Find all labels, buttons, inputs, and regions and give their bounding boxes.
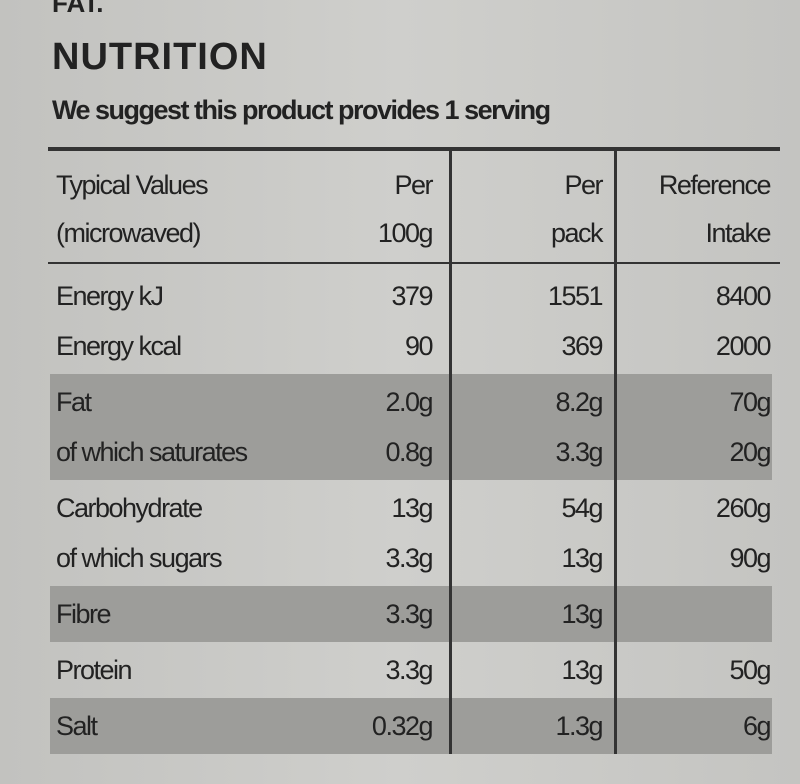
value-cell: 1551 bbox=[547, 281, 604, 311]
value-cell: Per bbox=[564, 170, 603, 200]
label-cell: Energy kJ bbox=[56, 281, 164, 311]
title: NUTRITION bbox=[52, 36, 268, 78]
value-cell: 6g bbox=[742, 711, 772, 741]
value-cell: 369 bbox=[561, 331, 603, 361]
label-cell: Energy kcal bbox=[56, 331, 182, 361]
label-cell: Carbohydrate bbox=[56, 493, 203, 523]
value-cell: 54g bbox=[561, 493, 603, 523]
value-cell: 13g bbox=[561, 543, 603, 573]
value-cell: 13g bbox=[391, 493, 433, 523]
shaded-band bbox=[50, 374, 772, 480]
value-cell: 50g bbox=[729, 655, 771, 685]
label-cell: Salt bbox=[56, 711, 98, 741]
value-cell: 20g bbox=[729, 437, 771, 467]
value-cell: 13g bbox=[561, 655, 603, 685]
value-cell: Per bbox=[394, 170, 433, 200]
label-cell: Protein bbox=[56, 655, 133, 685]
value-cell: 3.3g bbox=[385, 543, 433, 573]
value-cell: 3.3g bbox=[385, 655, 433, 685]
value-cell: 2.0g bbox=[385, 387, 433, 417]
subtitle: We suggest this product provides 1 servi… bbox=[52, 95, 551, 125]
label-cell: (microwaved) bbox=[56, 218, 202, 248]
value-cell: 0.8g bbox=[385, 437, 433, 467]
value-cell: 260g bbox=[715, 493, 772, 523]
shaded-band bbox=[50, 698, 772, 754]
value-cell: 90g bbox=[729, 543, 771, 573]
value-cell: 3.3g bbox=[385, 599, 433, 629]
column-rule bbox=[449, 147, 452, 754]
label-cell: Typical Values bbox=[56, 170, 209, 200]
value-cell: 379 bbox=[391, 281, 433, 311]
value-cell: 2000 bbox=[715, 331, 772, 361]
value-cell: 8.2g bbox=[555, 387, 603, 417]
label-cell: Fibre bbox=[56, 599, 112, 629]
value-cell: 8400 bbox=[715, 281, 772, 311]
value-cell: Reference bbox=[658, 170, 772, 200]
value-cell: pack bbox=[550, 218, 604, 248]
table-top-rule bbox=[48, 147, 780, 151]
label-cell: of which saturates bbox=[56, 437, 248, 467]
value-cell: 70g bbox=[729, 387, 771, 417]
header-rule bbox=[48, 262, 780, 264]
column-rule bbox=[614, 147, 617, 754]
label-cell: Fat bbox=[56, 387, 92, 417]
label-cell: of which sugars bbox=[56, 543, 223, 573]
shaded-band bbox=[50, 586, 772, 642]
value-cell: 3.3g bbox=[555, 437, 603, 467]
value-cell: 90 bbox=[404, 331, 434, 361]
value-cell: 100g bbox=[377, 218, 434, 248]
value-cell: 0.32g bbox=[371, 711, 434, 741]
value-cell: 13g bbox=[561, 599, 603, 629]
value-cell: 1.3g bbox=[555, 711, 603, 741]
top-text: FAT. bbox=[52, 0, 104, 18]
value-cell: Intake bbox=[705, 218, 771, 248]
